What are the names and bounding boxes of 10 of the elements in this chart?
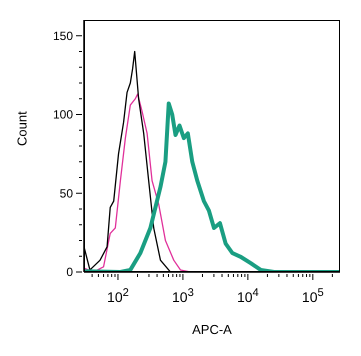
x-tick-label: 10$^{4}$ — [236, 287, 259, 305]
x-tick-label: 10$^{3}$ — [172, 287, 194, 305]
y-tick-label: 50 — [60, 186, 74, 200]
y-axis-title: Count — [14, 110, 30, 146]
x-tick-label: 10$^{2}$ — [107, 287, 129, 305]
y-tick-label: 150 — [52, 28, 74, 43]
x-axis-title: APC-A — [192, 322, 232, 337]
y-tick-label: 100 — [52, 108, 74, 122]
y-tick-label: 0 — [66, 265, 74, 279]
x-tick-label: 10$^{5}$ — [302, 287, 324, 305]
